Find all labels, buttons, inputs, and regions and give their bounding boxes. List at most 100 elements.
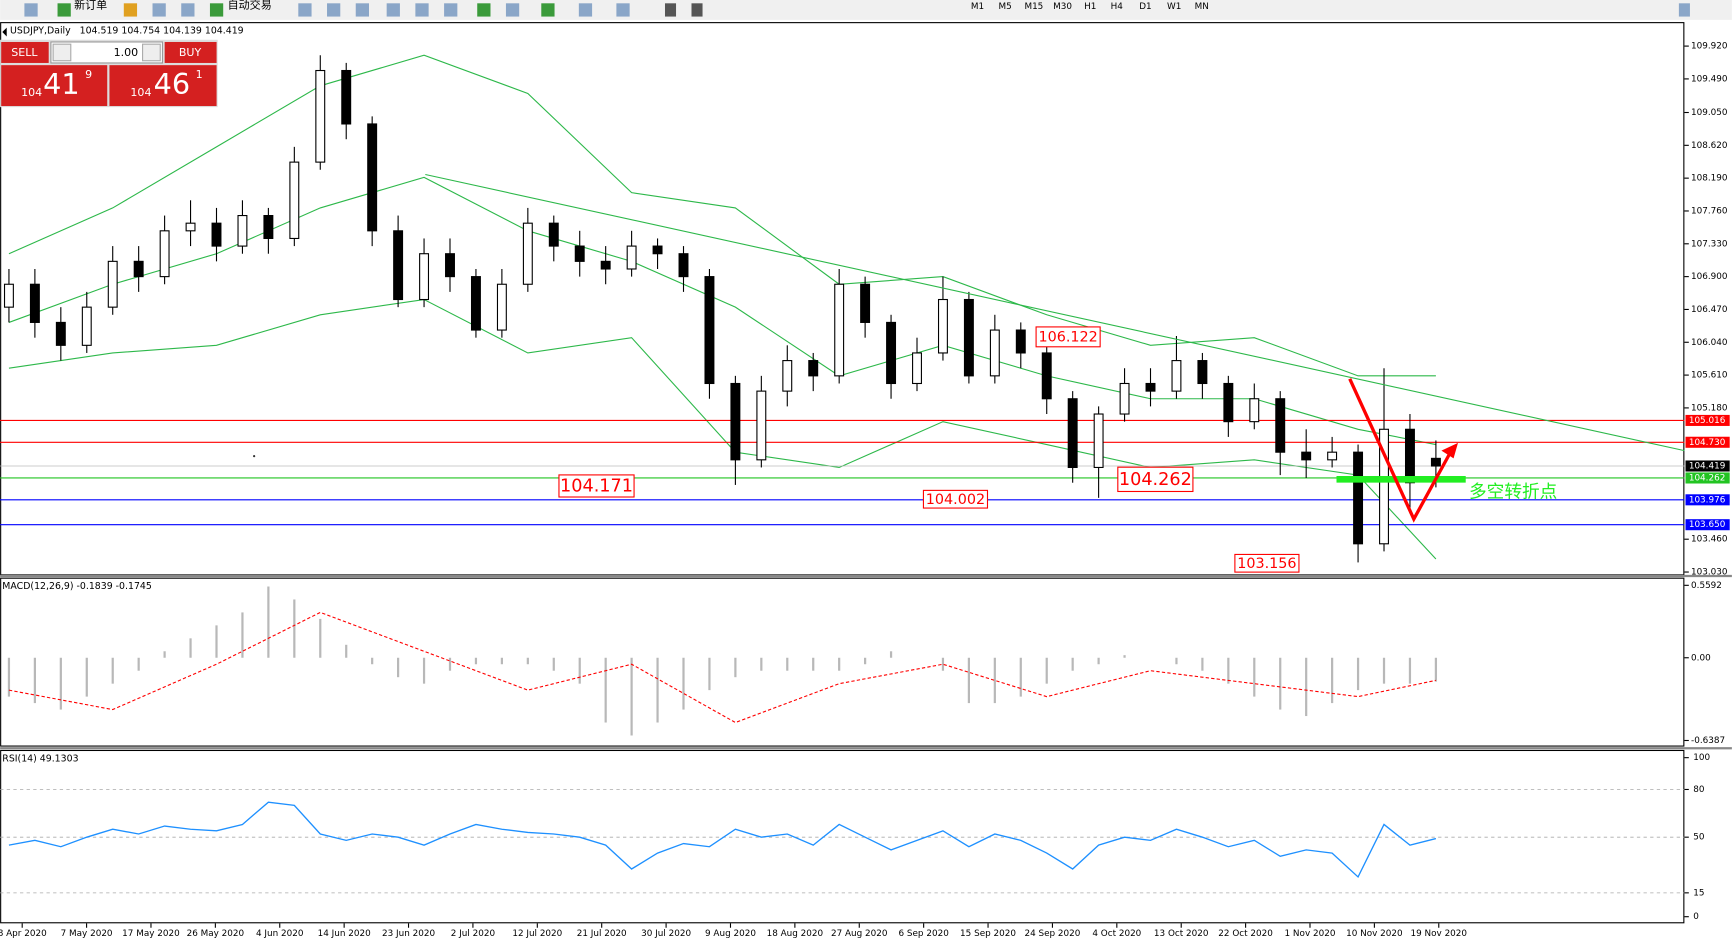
macd-bar bbox=[371, 657, 374, 665]
timeframe-button[interactable]: MN bbox=[1195, 2, 1209, 12]
candle-body bbox=[341, 69, 352, 125]
macd-bar bbox=[604, 657, 607, 723]
x-tick-label: 10 Nov 2020 bbox=[1346, 929, 1403, 939]
annotation-box bbox=[1035, 326, 1101, 348]
lots-value[interactable]: 1.00 bbox=[114, 46, 139, 59]
candle-body bbox=[1249, 398, 1260, 423]
x-tick-label: 27 Aug 2020 bbox=[831, 929, 888, 939]
icon[interactable] bbox=[578, 3, 593, 17]
icon[interactable] bbox=[664, 3, 677, 17]
candle-body bbox=[1119, 382, 1130, 415]
timeframe-button[interactable]: M30 bbox=[1053, 2, 1072, 12]
rsi-panel bbox=[0, 749, 1685, 924]
candle-body bbox=[782, 360, 793, 392]
macd-bar bbox=[33, 657, 36, 704]
lots-spinner[interactable] bbox=[52, 43, 72, 62]
macd-bar bbox=[526, 657, 529, 665]
icon[interactable] bbox=[24, 3, 38, 17]
timeframe-button[interactable]: M15 bbox=[1024, 2, 1043, 12]
macd-bar bbox=[1097, 657, 1100, 665]
x-tick-label: 9 Aug 2020 bbox=[705, 929, 756, 939]
x-tick-label: 13 Oct 2020 bbox=[1154, 929, 1209, 939]
buy-price-box[interactable] bbox=[109, 65, 217, 107]
icon[interactable] bbox=[123, 3, 138, 17]
annotation-box bbox=[1117, 466, 1194, 493]
icon[interactable] bbox=[616, 3, 630, 17]
trade-panel: SELL 1.00 BUY 104 41 9 104 46 1 bbox=[0, 39, 218, 108]
price-level-label: 104.262 bbox=[1689, 473, 1726, 483]
macd-bar bbox=[474, 657, 478, 665]
sell-button[interactable] bbox=[1, 41, 49, 63]
price-level-label: 103.976 bbox=[1689, 495, 1726, 505]
auto-trading-button[interactable]: 自动交易 bbox=[228, 0, 272, 12]
lots-input[interactable] bbox=[50, 41, 164, 64]
timeframe-button[interactable]: H4 bbox=[1111, 2, 1124, 12]
candle-body bbox=[912, 352, 922, 385]
icon[interactable] bbox=[355, 3, 369, 17]
annotation-box bbox=[558, 474, 635, 498]
timeframe-button[interactable]: M1 bbox=[971, 2, 984, 12]
candle-body bbox=[367, 123, 378, 232]
annotation-box bbox=[1234, 553, 1300, 573]
icon[interactable] bbox=[298, 3, 312, 17]
header-marker bbox=[2, 27, 7, 37]
candle-body bbox=[393, 230, 404, 301]
annotation-box bbox=[922, 489, 989, 509]
candle-body bbox=[237, 215, 248, 247]
icon[interactable] bbox=[57, 3, 71, 17]
buy-label[interactable]: BUY bbox=[179, 46, 202, 59]
annotation: 104.171 bbox=[560, 477, 633, 497]
candle-body bbox=[1404, 428, 1415, 484]
macd-bar bbox=[1382, 657, 1386, 684]
candle-body bbox=[522, 222, 533, 285]
macd-bar bbox=[1227, 657, 1230, 684]
candle-body bbox=[315, 69, 326, 163]
macd-bar bbox=[1253, 657, 1256, 697]
macd-bar bbox=[1019, 657, 1022, 697]
macd-bar bbox=[682, 657, 685, 710]
candle-body bbox=[937, 298, 948, 354]
macd-bar bbox=[241, 612, 244, 658]
candle-body bbox=[1145, 382, 1156, 392]
new-order-button[interactable]: 新订单 bbox=[74, 0, 107, 12]
icon[interactable] bbox=[386, 3, 400, 17]
candle-body bbox=[704, 276, 715, 385]
bollinger-middle bbox=[8, 176, 1437, 446]
icon[interactable] bbox=[152, 3, 166, 17]
icon[interactable] bbox=[415, 3, 429, 17]
lots-spinner[interactable] bbox=[142, 43, 161, 62]
buy-button[interactable] bbox=[164, 41, 217, 63]
x-tick-label: 2 Jul 2020 bbox=[451, 929, 496, 939]
icon[interactable] bbox=[181, 3, 195, 17]
macd-bar bbox=[500, 657, 503, 665]
timeframe-button[interactable]: M5 bbox=[999, 2, 1012, 12]
x-tick-label: 14 Jun 2020 bbox=[318, 929, 371, 939]
icon[interactable] bbox=[1678, 3, 1690, 17]
macd-bar bbox=[1201, 657, 1204, 671]
price-level-tag bbox=[1685, 519, 1730, 531]
sell-label[interactable]: SELL bbox=[11, 46, 38, 59]
icon[interactable] bbox=[505, 3, 520, 17]
icon[interactable] bbox=[541, 3, 555, 17]
icon[interactable] bbox=[477, 3, 491, 17]
timeframe-button[interactable]: W1 bbox=[1167, 2, 1181, 12]
icon[interactable] bbox=[209, 3, 224, 17]
candle-body bbox=[29, 283, 40, 323]
x-tick-label: 24 Sep 2020 bbox=[1024, 929, 1080, 939]
timeframe-button[interactable]: H1 bbox=[1084, 2, 1096, 12]
sell-price-box[interactable] bbox=[1, 65, 108, 107]
candle-body bbox=[1353, 451, 1364, 545]
x-tick-label: 4 Oct 2020 bbox=[1092, 929, 1141, 939]
annotation: 106.122 bbox=[1038, 329, 1097, 345]
macd-bar bbox=[345, 644, 348, 658]
timeframe-button[interactable]: D1 bbox=[1139, 2, 1151, 12]
macd-bar bbox=[941, 657, 945, 671]
icon[interactable] bbox=[444, 3, 458, 17]
annotations: 106.122 104.171 104.002 104.262 103.156 … bbox=[558, 326, 1557, 573]
y-tick-label: 0 bbox=[1693, 912, 1699, 922]
icon[interactable] bbox=[691, 3, 703, 17]
candle-body bbox=[1197, 360, 1208, 385]
icon[interactable] bbox=[327, 3, 341, 17]
sell-price-big: 104 bbox=[21, 86, 42, 99]
